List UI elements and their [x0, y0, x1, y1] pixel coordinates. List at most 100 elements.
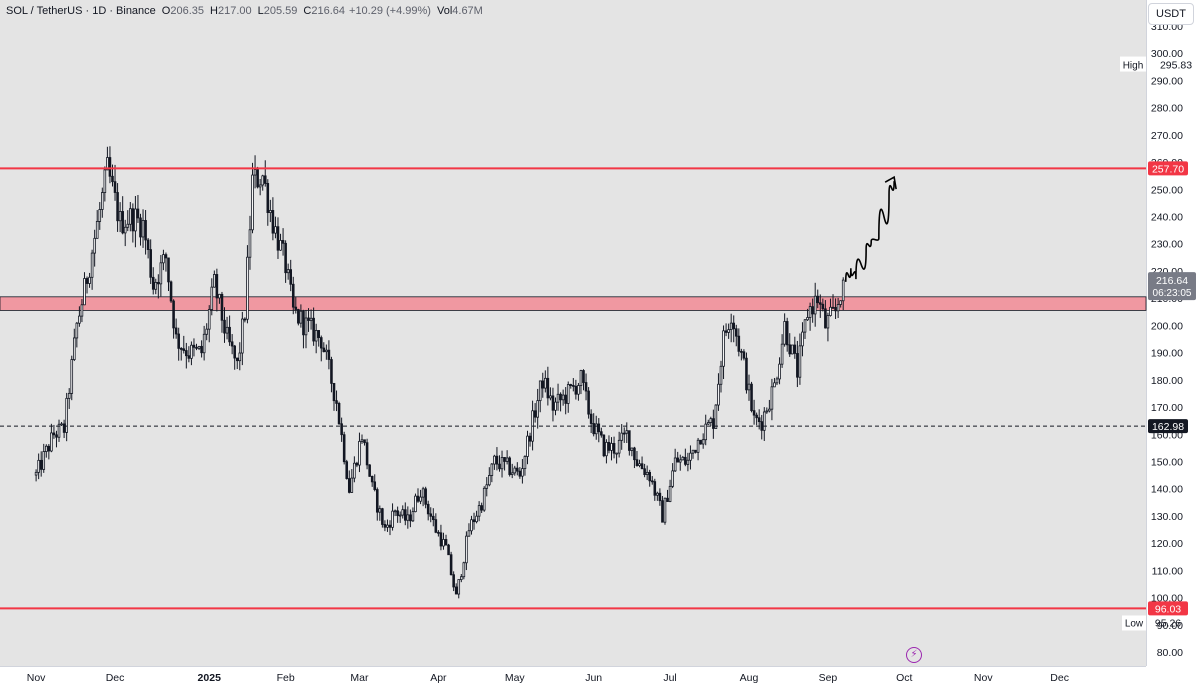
candle [276, 217, 280, 259]
candle-body-down [574, 385, 578, 395]
candle [622, 427, 626, 443]
candle [785, 317, 789, 352]
candle [460, 573, 463, 583]
candle [811, 298, 814, 323]
legend-high: 217.00 [217, 5, 252, 17]
candle-body-down [564, 394, 567, 404]
candle-body-up [638, 463, 641, 466]
plot-area[interactable] [0, 0, 1146, 666]
candle-body-down [327, 349, 331, 360]
candle [73, 328, 76, 362]
candle-body-down [732, 322, 736, 330]
candle [271, 197, 275, 241]
candle-body-up [353, 462, 356, 479]
candle [475, 510, 478, 524]
time-axis[interactable] [0, 666, 1146, 690]
candle-body-up [561, 394, 565, 401]
candle [732, 315, 736, 343]
candle-body-down [177, 333, 180, 349]
candle-body-up [770, 386, 774, 410]
candle-body-down [182, 348, 186, 351]
candle [467, 523, 471, 537]
legend-symbol[interactable]: SOL / TetherUS · 1D · Binance [6, 5, 156, 17]
candle [353, 456, 356, 483]
candle [317, 330, 321, 347]
candle [281, 228, 285, 256]
currency-button[interactable]: USDT [1148, 3, 1194, 25]
candle-body-up [134, 208, 137, 232]
candle-body-up [248, 229, 252, 258]
candle [681, 455, 685, 461]
candle [582, 369, 585, 391]
candle-body-up [162, 254, 165, 264]
time-axis-label: Dec [1050, 672, 1069, 684]
candle-body-up [73, 337, 76, 360]
candle-body-up [103, 169, 107, 193]
candle [431, 508, 435, 527]
candle [676, 451, 680, 463]
candle-body-up [269, 210, 272, 213]
time-axis-label: May [505, 672, 526, 684]
candle-body-up [398, 514, 402, 517]
candle [75, 321, 79, 348]
candle-body-down [752, 410, 756, 416]
candle-body-down [108, 157, 112, 177]
time-axis-label: Nov [974, 672, 993, 684]
candle-body-up [154, 281, 158, 290]
candle-body-down [793, 344, 797, 354]
high-marker: High 295.83 [1120, 56, 1192, 72]
candle-body-up [747, 383, 751, 391]
candle-body-up [615, 452, 618, 455]
candle-body-up [566, 384, 570, 404]
candle [518, 467, 522, 479]
candle-body-down [302, 310, 305, 336]
candle [783, 313, 786, 347]
candle [149, 239, 152, 285]
candle-body-down [666, 497, 669, 502]
candle [541, 372, 545, 398]
candle [113, 164, 117, 201]
candle-body-up [696, 439, 700, 453]
price-tick-label: 170.00 [1151, 402, 1183, 414]
candle-body-down [740, 350, 743, 353]
candle-body-up [401, 509, 405, 516]
candle-body-up [406, 514, 410, 521]
candle-body-up [279, 240, 282, 251]
candle-body-down [294, 306, 298, 310]
candle-body-down [317, 330, 321, 338]
candle [615, 452, 618, 464]
candle [686, 452, 690, 472]
price-tick-label: 150.00 [1151, 456, 1183, 468]
candle [722, 325, 725, 380]
candle-body-down [712, 418, 715, 429]
candle [533, 403, 537, 423]
candle [192, 338, 196, 357]
legend-close: 216.64 [311, 5, 346, 17]
candle-body-up [83, 278, 86, 306]
candle [108, 146, 112, 184]
candle-body-up [202, 333, 206, 354]
candle [98, 202, 102, 230]
candle-body-up [207, 309, 211, 330]
candle-body-up [513, 467, 517, 474]
candle-body-down [439, 532, 443, 547]
price-tick-label: 90.00 [1157, 620, 1183, 632]
candle-body-down [508, 457, 511, 475]
candle-body-up [645, 471, 649, 475]
lightning-icon[interactable]: ⚡ [906, 647, 922, 663]
candle [559, 392, 562, 412]
candle-body-up [98, 209, 102, 222]
candle-body-down [498, 463, 501, 470]
candle [521, 459, 524, 484]
price-axis[interactable] [1146, 0, 1200, 666]
candle-body-down [215, 274, 219, 299]
candle [796, 340, 799, 388]
candle-body-up [493, 455, 496, 465]
candle [307, 308, 310, 332]
candle [564, 387, 567, 415]
candle-body-up [65, 397, 68, 433]
candle [233, 344, 236, 370]
candle [684, 448, 687, 467]
candle [745, 352, 748, 394]
candle [650, 476, 654, 485]
